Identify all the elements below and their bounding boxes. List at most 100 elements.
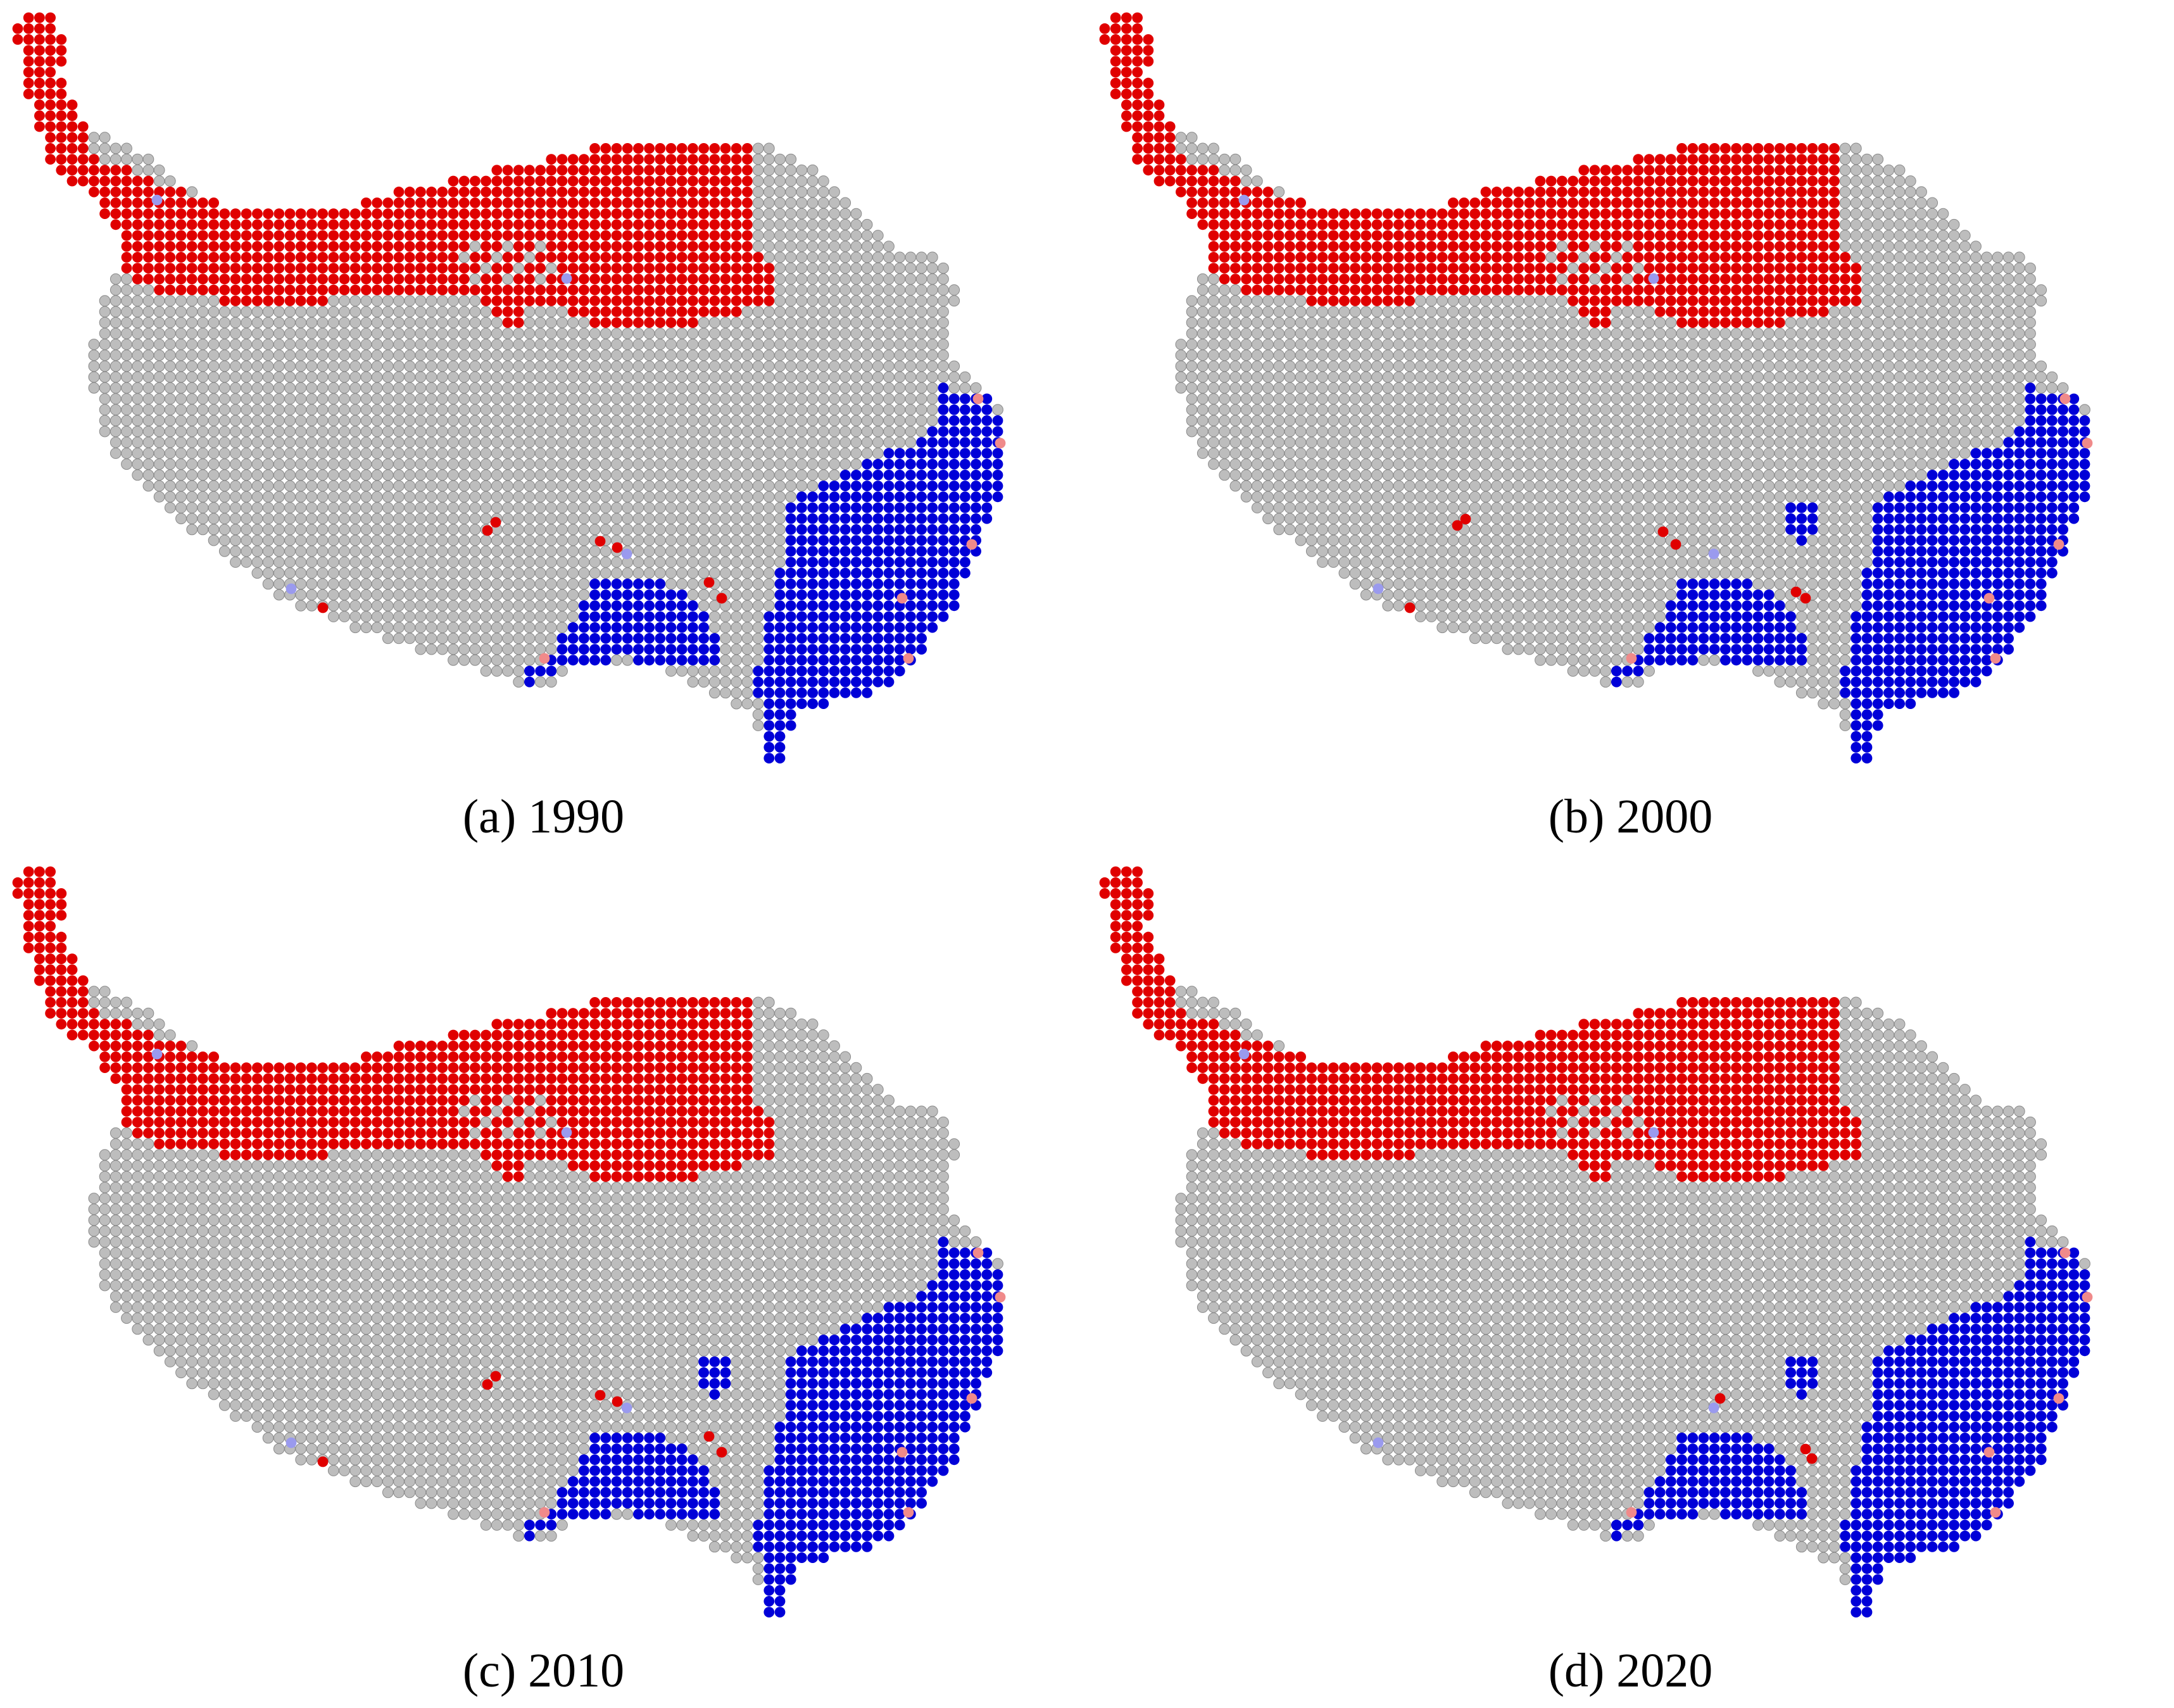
grid-cell — [546, 186, 557, 198]
grid-cell — [785, 567, 796, 579]
grid-cell — [643, 556, 655, 568]
grid-cell — [817, 262, 829, 274]
grid-cell — [807, 197, 819, 209]
grid-cell — [306, 284, 317, 296]
grid-cell — [1731, 186, 1742, 198]
grid-cell — [654, 339, 666, 350]
grid-cell — [175, 382, 187, 394]
grid-cell — [1861, 295, 1873, 307]
grid-cell — [850, 251, 862, 263]
grid-cell — [916, 535, 927, 546]
grid-cell — [481, 208, 491, 219]
grid-cell — [556, 524, 568, 536]
grid-cell — [1785, 252, 1796, 263]
grid-cell — [632, 404, 644, 416]
grid-cell — [872, 448, 884, 459]
grid-cell — [2025, 317, 2036, 329]
grid-cell — [1513, 273, 1524, 285]
grid-cell — [306, 469, 318, 481]
grid-cell — [436, 534, 448, 546]
grid-cell — [1426, 208, 1437, 219]
grid-cell — [774, 197, 786, 209]
grid-cell — [698, 415, 710, 427]
grid-cell — [1568, 284, 1578, 296]
grid-cell — [425, 404, 437, 416]
grid-cell — [774, 284, 786, 296]
grid-cell — [556, 339, 568, 350]
grid-cell — [731, 611, 743, 622]
grid-cell — [534, 382, 546, 394]
grid-cell — [992, 458, 1003, 470]
grid-cell — [698, 545, 710, 557]
grid-cell — [709, 241, 720, 252]
grid-cell — [796, 393, 808, 405]
grid-cell — [415, 393, 427, 405]
grid-cell — [1698, 263, 1709, 273]
grid-cell — [1273, 317, 1285, 329]
grid-cell — [273, 545, 285, 557]
grid-cell — [1480, 198, 1492, 208]
grid-cell — [415, 632, 427, 644]
grid-cell — [1654, 295, 1666, 306]
grid-cell — [426, 263, 437, 273]
grid-cell — [1632, 262, 1644, 274]
grid-cell — [676, 263, 688, 273]
grid-cell — [698, 458, 710, 470]
grid-cell — [1512, 306, 1524, 318]
grid-cell — [132, 382, 144, 394]
grid-cell — [436, 415, 448, 427]
grid-cell — [1742, 306, 1753, 317]
grid-cell — [1981, 262, 1993, 274]
grid-cell — [1371, 273, 1383, 285]
grid-cell — [1785, 273, 1796, 285]
grid-cell — [720, 382, 731, 394]
grid-cell — [306, 230, 317, 241]
grid-cell — [687, 327, 699, 339]
grid-cell — [1491, 349, 1503, 361]
grid-cell — [731, 382, 743, 394]
grid-cell — [698, 534, 710, 546]
grid-cell — [818, 480, 829, 491]
grid-cell — [731, 339, 743, 350]
grid-cell — [502, 393, 513, 405]
grid-cell — [731, 534, 743, 546]
grid-cell — [1491, 317, 1503, 329]
grid-cell — [1338, 306, 1350, 318]
grid-cell — [807, 404, 819, 416]
grid-cell — [546, 198, 557, 208]
grid-cell — [644, 644, 655, 655]
grid-cell — [513, 175, 524, 187]
grid-cell — [763, 175, 775, 187]
grid-cell — [241, 327, 253, 339]
grid-cell — [665, 175, 677, 187]
grid-cell — [1785, 339, 1797, 350]
grid-cell — [1578, 251, 1590, 263]
grid-cell — [23, 34, 34, 45]
grid-cell — [436, 458, 448, 470]
grid-cell — [720, 273, 731, 285]
grid-cell — [295, 502, 307, 513]
grid-cell — [458, 251, 470, 263]
grid-cell — [175, 198, 187, 208]
grid-cell — [1567, 360, 1579, 372]
grid-cell — [110, 284, 122, 296]
grid-cell — [611, 480, 622, 492]
grid-cell — [241, 415, 253, 427]
grid-cell — [676, 273, 688, 285]
grid-cell — [687, 589, 699, 601]
grid-cell — [1459, 284, 1469, 296]
grid-cell — [1850, 284, 1862, 296]
grid-cell — [567, 655, 579, 666]
grid-cell — [425, 360, 437, 372]
grid-cell — [1665, 371, 1677, 383]
grid-cell — [230, 241, 241, 252]
grid-cell — [1752, 252, 1764, 263]
grid-cell — [600, 404, 612, 416]
grid-cell — [731, 698, 743, 710]
grid-cell — [198, 230, 208, 241]
grid-cell — [600, 513, 612, 525]
grid-cell — [1992, 360, 2004, 372]
grid-cell — [1861, 208, 1873, 220]
grid-cell — [785, 317, 797, 329]
grid-cell — [687, 382, 699, 394]
